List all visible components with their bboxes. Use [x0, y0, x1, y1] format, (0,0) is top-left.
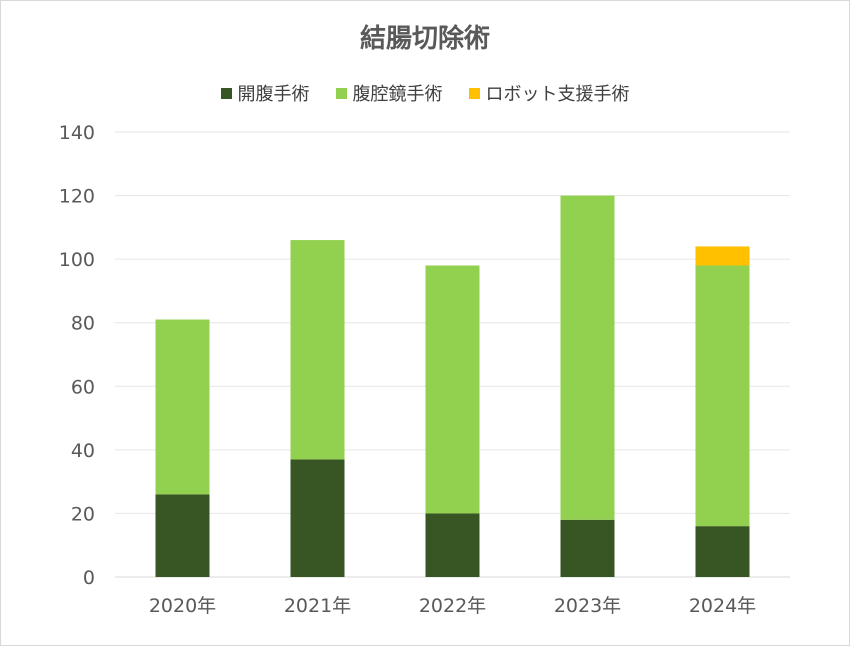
bar-2024年-series-1	[695, 265, 750, 527]
bar-2021年-series-1	[290, 240, 345, 460]
y-tick-label-140: 140	[59, 122, 95, 144]
y-tick-label-100: 100	[59, 249, 95, 271]
legend-label-robotic: ロボット支援手術	[485, 84, 630, 105]
x-tick-label-4: 2024年	[689, 595, 756, 617]
legend-swatch-robotic	[468, 87, 480, 99]
legend-swatch-laparoscopic	[335, 87, 347, 99]
legend-item-laparoscopic: 腹腔鏡手術	[335, 80, 443, 106]
y-tick-label-0: 0	[83, 567, 95, 589]
bar-2024年-series-2	[695, 246, 750, 266]
bar-2024年-series-0	[695, 526, 750, 577]
legend-label-laparoscopic: 腹腔鏡手術	[352, 84, 443, 105]
bar-2022年-series-1	[425, 265, 480, 514]
y-tick-label-80: 80	[71, 313, 95, 335]
bar-2020年-series-1	[155, 319, 210, 495]
bar-2022年-series-0	[425, 513, 480, 577]
bar-2021年-series-0	[290, 459, 345, 577]
chart-title: 結腸切除術	[359, 24, 490, 54]
chart-legend: 開腹手術 腹腔鏡手術 ロボット支援手術	[0, 80, 850, 106]
legend-item-open: 開腹手術	[220, 80, 310, 106]
legend-swatch-open	[220, 87, 232, 99]
legend-label-open: 開腹手術	[237, 84, 310, 105]
bar-2023年-series-1	[560, 195, 615, 520]
bar-2020年-series-0	[155, 494, 210, 577]
bar-2023年-series-0	[560, 519, 615, 577]
x-tick-label-3: 2023年	[554, 595, 621, 617]
legend-item-robotic: ロボット支援手術	[468, 80, 630, 106]
x-tick-label-0: 2020年	[149, 595, 216, 617]
x-tick-label-1: 2021年	[284, 595, 351, 617]
y-tick-label-60: 60	[71, 376, 95, 398]
y-tick-label-20: 20	[71, 503, 95, 525]
x-tick-label-2: 2022年	[419, 595, 486, 617]
y-tick-label-40: 40	[71, 440, 95, 462]
y-tick-label-120: 120	[59, 186, 95, 208]
